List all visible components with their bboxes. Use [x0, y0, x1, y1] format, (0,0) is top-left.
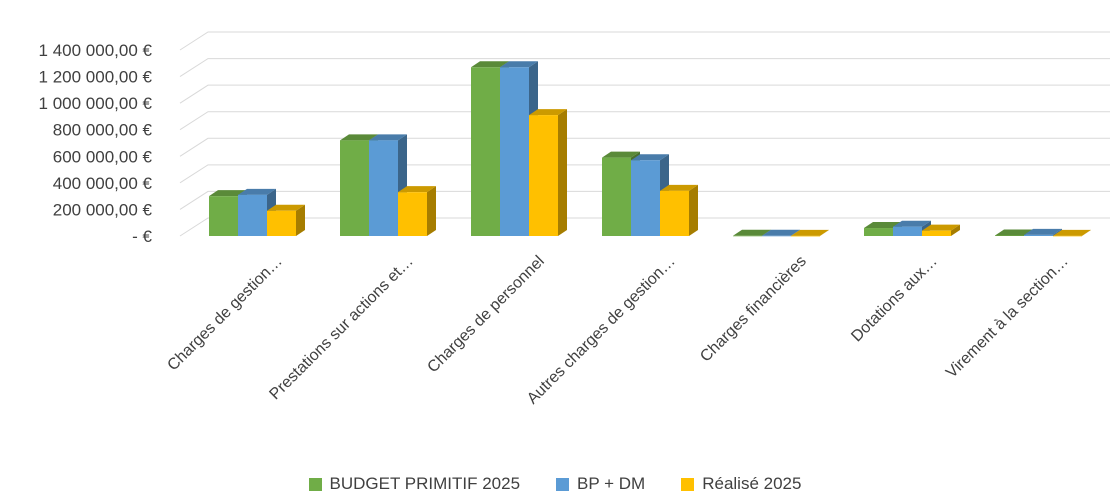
bar-front: [864, 228, 893, 236]
bar-front: [893, 226, 922, 236]
bar-side: [820, 229, 829, 236]
bar-front: [369, 140, 398, 236]
bar-front: [1053, 235, 1082, 237]
bar-chart: - € 200 000,00 € 400 000,00 € 600 000,00 € 8…: [39, 31, 1110, 408]
bar-side: [296, 204, 305, 236]
legend-swatch-green: [308, 477, 322, 491]
y-tick-label: 600 000,00 €: [53, 147, 153, 166]
legend-label: BP + DM: [577, 474, 646, 493]
bar-side: [558, 109, 567, 236]
bar-front: [471, 67, 500, 237]
bar-front: [267, 210, 296, 236]
bar-top: [762, 229, 800, 236]
bar-front: [995, 235, 1024, 236]
legend-label: BUDGET PRIMITIF 2025: [329, 474, 521, 493]
bar-top: [340, 134, 378, 141]
gridline: [179, 31, 1110, 51]
bar: [922, 224, 960, 236]
bars: [209, 61, 1091, 237]
bar-top: [369, 134, 407, 141]
gridline: [179, 137, 1110, 157]
gridlines: [179, 31, 1110, 237]
gridline: [179, 58, 1110, 77]
bar-front: [1024, 234, 1053, 236]
bar-top: [1053, 229, 1091, 236]
bar-front: [500, 67, 529, 237]
bar-front: [340, 140, 369, 236]
x-tick-label: Dotations aux…: [848, 253, 941, 346]
y-tick-label: - €: [132, 227, 152, 246]
bar-top: [733, 229, 771, 236]
gridline: [179, 217, 1110, 237]
legend-item-realise: Réalisé 2025: [681, 474, 801, 494]
bar-top: [267, 204, 305, 211]
bar-side: [1082, 229, 1091, 236]
bar-top: [864, 222, 902, 229]
bar-side: [1053, 228, 1062, 236]
bar: [1053, 229, 1091, 237]
bar: [369, 134, 407, 236]
bar-top: [471, 61, 509, 68]
bar-front: [529, 115, 558, 236]
gridline: [179, 84, 1110, 104]
bar-top: [995, 229, 1033, 236]
y-tick-label: 200 000,00 €: [53, 200, 153, 219]
bar-front: [733, 235, 762, 237]
bar-front: [922, 230, 951, 236]
x-tick-label: Autres charges de gestion…: [524, 253, 679, 408]
bar: [1024, 228, 1062, 236]
bar-top: [209, 190, 247, 197]
legend: BUDGET PRIMITIF 2025 BP + DM Réalisé 202…: [0, 474, 1110, 494]
legend-label: Réalisé 2025: [702, 474, 802, 493]
bar-top: [631, 154, 669, 161]
bar-top: [791, 229, 829, 236]
bar-top: [660, 184, 698, 191]
bar-front: [660, 190, 689, 236]
bar-front: [631, 160, 660, 236]
bar-front: [398, 192, 427, 236]
bar-top: [602, 151, 640, 158]
gridline: [179, 190, 1110, 210]
y-tick-label: 1 200 000,00 €: [39, 68, 153, 87]
bar: [660, 184, 698, 236]
bar: [791, 229, 829, 237]
bar-front: [602, 157, 631, 236]
bar-top: [893, 220, 931, 227]
bar-top: [398, 186, 436, 193]
bar-top: [500, 61, 538, 68]
y-tick-label: 1 000 000,00 €: [39, 94, 153, 113]
y-axis-ticks: - € 200 000,00 € 400 000,00 € 600 000,00 € 8…: [39, 41, 153, 246]
x-tick-label: Charges de personnel: [424, 253, 547, 376]
bar: [267, 204, 305, 236]
bar-side: [427, 186, 436, 236]
y-tick-label: 1 400 000,00 €: [39, 41, 153, 60]
y-tick-label: 800 000,00 €: [53, 121, 153, 140]
bar: [529, 109, 567, 236]
x-tick-label: Prestations sur actions et…: [266, 253, 416, 403]
bar-front: [238, 194, 267, 236]
y-tick-label: 400 000,00 €: [53, 174, 153, 193]
bar-side: [951, 224, 960, 236]
bar-front: [209, 196, 238, 236]
legend-item-budget-primitif: BUDGET PRIMITIF 2025: [308, 474, 521, 494]
legend-swatch-blue: [556, 477, 570, 491]
bar: [398, 186, 436, 236]
bar-top: [529, 109, 567, 116]
bar-top: [922, 224, 960, 231]
bar-front: [791, 235, 820, 237]
legend-swatch-yellow: [681, 477, 695, 491]
legend-item-bp-dm: BP + DM: [556, 474, 645, 494]
x-tick-label: Charges de gestion…: [164, 253, 285, 374]
x-tick-label: Virement à la section…: [943, 253, 1072, 382]
bar-front: [762, 235, 791, 237]
x-tick-label: Charges financières: [697, 253, 810, 366]
x-axis-labels: Charges de gestion…Prestations sur actio…: [164, 253, 1071, 408]
gridline: [179, 164, 1110, 184]
gridline: [179, 111, 1110, 131]
bar-side: [689, 184, 698, 236]
bar-top: [238, 188, 276, 195]
bar-top: [1024, 228, 1062, 235]
